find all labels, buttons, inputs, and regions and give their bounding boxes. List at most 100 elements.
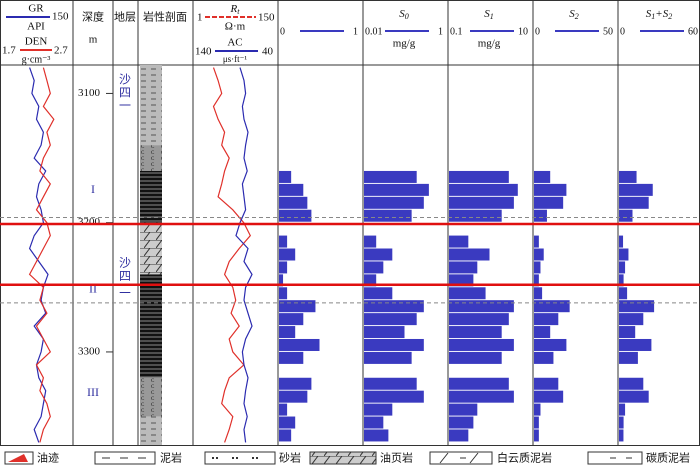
track-max: 1	[353, 26, 358, 37]
bar	[619, 170, 637, 183]
strata-label: 沙	[119, 256, 131, 270]
bar	[449, 390, 514, 403]
den-curve	[28, 67, 55, 443]
track-unit: mg/g	[478, 38, 501, 50]
track-name-part: 0	[405, 12, 409, 21]
bar	[279, 261, 288, 274]
bar	[449, 326, 502, 339]
den-max: 2.7	[54, 45, 68, 57]
bar	[279, 326, 296, 339]
lithology-interval	[140, 416, 162, 445]
bar	[364, 235, 377, 248]
bar	[364, 261, 384, 274]
legend-icon	[204, 451, 276, 465]
bar	[364, 274, 377, 287]
lithology-interval	[140, 222, 162, 275]
depth-label: 3300	[78, 345, 101, 357]
bar	[449, 300, 514, 313]
bar	[449, 313, 509, 326]
track-name-part: S	[569, 8, 575, 20]
bar	[534, 326, 551, 339]
bar	[449, 209, 502, 222]
depth-label: 3100	[78, 87, 101, 99]
bar	[619, 209, 633, 222]
bar	[619, 313, 644, 326]
bar	[279, 338, 320, 351]
legend-label: 油页岩	[380, 451, 413, 465]
track-min: 0	[280, 26, 285, 37]
strata-label: 一	[119, 98, 131, 112]
lithology-interval	[140, 274, 162, 378]
track-max: 50	[603, 26, 613, 37]
strata-label: 四	[119, 269, 131, 283]
bar	[534, 170, 551, 183]
bar	[534, 248, 544, 261]
bar	[619, 351, 638, 364]
legend-label: 碳质泥岩	[646, 451, 690, 465]
bar	[279, 235, 288, 248]
bar	[364, 416, 384, 429]
ac-curve	[235, 67, 253, 443]
bar	[364, 300, 424, 313]
bar	[364, 209, 412, 222]
bar	[534, 377, 559, 390]
bar	[364, 351, 412, 364]
bar	[364, 326, 405, 339]
bar	[449, 429, 469, 442]
bar	[279, 196, 308, 209]
legend-label: 白云质泥岩	[497, 451, 552, 465]
bar	[619, 196, 649, 209]
track-name-part: 1	[651, 12, 655, 21]
bar	[619, 261, 626, 274]
bar	[364, 377, 417, 390]
bar	[534, 274, 539, 287]
bar	[364, 248, 393, 261]
bar	[534, 416, 539, 429]
track-max: 10	[518, 26, 528, 37]
bar	[279, 170, 292, 183]
track-max: 60	[688, 26, 698, 37]
lithology-interval	[140, 377, 162, 417]
bar	[534, 261, 541, 274]
ac-min: 140	[195, 46, 212, 58]
bar	[364, 196, 424, 209]
bar	[619, 429, 624, 442]
track-name-part: S	[399, 8, 405, 20]
bar	[449, 170, 509, 183]
bar	[364, 313, 417, 326]
bar	[449, 261, 478, 274]
bar	[534, 390, 564, 403]
bar	[534, 300, 570, 313]
track-max: 1	[438, 26, 443, 37]
bar	[534, 429, 539, 442]
legend-label: 油迹	[37, 451, 59, 465]
bar	[364, 170, 417, 183]
bar	[279, 429, 292, 442]
bar	[279, 390, 308, 403]
zone-label: III	[87, 385, 99, 399]
bar	[449, 416, 474, 429]
bar	[449, 403, 478, 416]
track-name: S0	[399, 8, 409, 21]
depth-name: 深度	[82, 10, 104, 24]
bar	[534, 351, 554, 364]
strata-label: 四	[119, 85, 131, 99]
rt-min: 1	[197, 12, 203, 24]
lith-name: 岩性剖面	[143, 10, 187, 24]
track-name-part: 2	[575, 12, 579, 21]
bar	[279, 351, 304, 364]
bar	[279, 274, 284, 287]
track-min: 0.1	[450, 26, 463, 37]
ac-unit: μs·ft⁻¹	[223, 54, 248, 64]
bar	[449, 196, 514, 209]
bar	[279, 416, 296, 429]
legend-icon	[8, 454, 28, 462]
bar	[449, 235, 469, 248]
bar	[534, 403, 541, 416]
bar	[619, 338, 652, 351]
lithology-interval	[140, 145, 162, 171]
bar	[279, 183, 304, 196]
bar	[534, 183, 567, 196]
bar	[619, 248, 629, 261]
